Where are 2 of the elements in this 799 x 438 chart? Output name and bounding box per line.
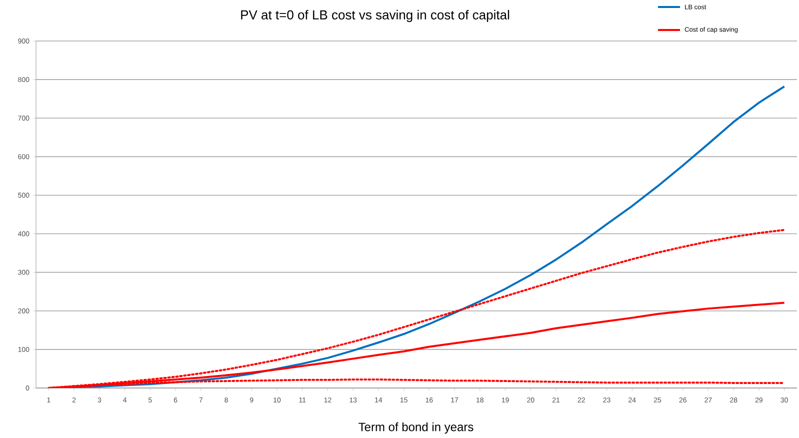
x-axis-title: Term of bond in years (358, 422, 474, 434)
chart-title: PV at t=0 of LB cost vs saving in cost of capital (241, 10, 510, 22)
